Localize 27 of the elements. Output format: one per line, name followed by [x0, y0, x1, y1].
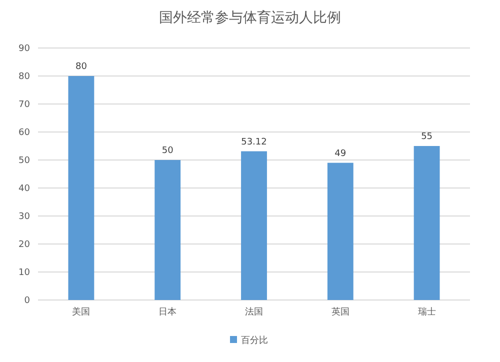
data-label: 80	[75, 62, 88, 72]
bar	[414, 146, 440, 300]
legend-label: 百分比	[241, 335, 268, 346]
bar	[327, 162, 354, 300]
y-tick-label: 70	[18, 100, 30, 110]
x-tick-label: 日本	[158, 306, 177, 318]
x-tick-label: 法国	[245, 306, 263, 318]
data-label: 50	[162, 146, 174, 156]
bar	[241, 151, 267, 300]
data-label: 49	[334, 148, 346, 159]
y-tick-label: 40	[18, 184, 30, 194]
y-tick-label: 20	[18, 240, 30, 250]
data-label: 53.12	[241, 137, 267, 148]
y-tick-label: 0	[24, 296, 30, 306]
y-tick-label: 60	[18, 128, 30, 138]
chart-title: 国外经常参与体育运动人比例	[159, 9, 341, 26]
x-tick-label: 英国	[331, 306, 350, 318]
bar	[154, 160, 181, 300]
y-tick-label: 30	[18, 212, 30, 222]
y-tick-label: 90	[18, 44, 30, 54]
y-tick-label: 10	[18, 268, 30, 278]
bar	[68, 76, 94, 300]
y-tick-label: 50	[18, 156, 30, 166]
y-tick-label: 80	[18, 72, 30, 82]
x-tick-label: 瑞士	[418, 306, 436, 318]
x-tick-label: 美国	[72, 306, 90, 318]
data-label: 55	[421, 132, 433, 142]
